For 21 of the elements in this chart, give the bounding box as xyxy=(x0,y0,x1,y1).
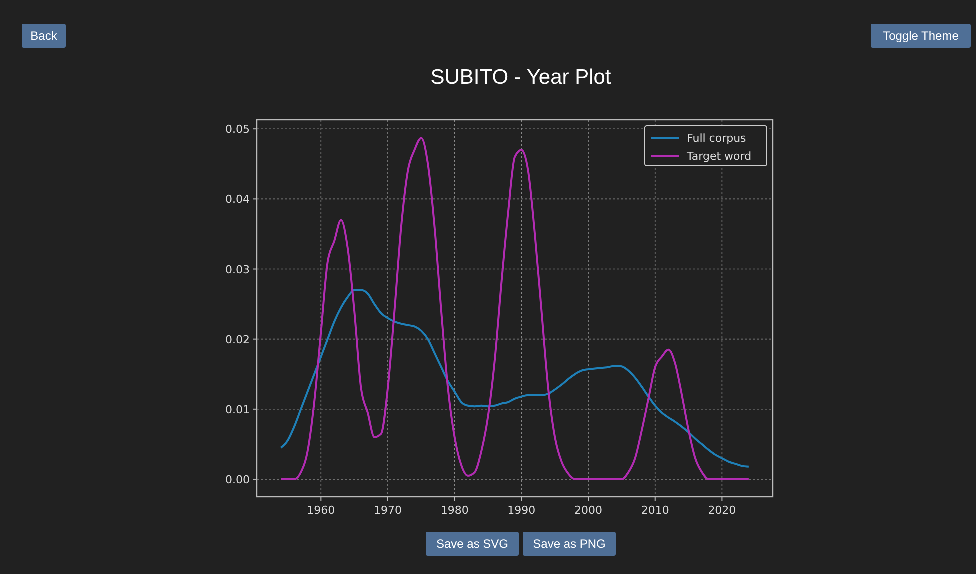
y-tick-label: 0.04 xyxy=(226,193,250,206)
x-tick-label: 1980 xyxy=(440,504,469,517)
y-tick-label: 0.02 xyxy=(226,333,250,346)
x-tick-label: 1990 xyxy=(508,504,536,517)
y-tick-label: 0.01 xyxy=(226,403,250,416)
legend-label: Target word xyxy=(686,150,752,163)
y-tick-label: 0.00 xyxy=(226,473,250,486)
y-tick-label: 0.03 xyxy=(226,263,250,276)
button: Save as PNG xyxy=(523,532,616,556)
x-tick-label: 2020 xyxy=(708,504,736,517)
button: Toggle Theme xyxy=(871,24,971,48)
chart-title: SUBITO - Year Plot xyxy=(430,66,612,89)
line-series xyxy=(280,289,750,468)
legend-label: Full corpus xyxy=(687,132,747,145)
button: Save as SVG xyxy=(426,532,519,556)
y-tick-label: 0.05 xyxy=(226,123,250,136)
x-tick-label: 1970 xyxy=(374,504,402,517)
x-tick-label: 2000 xyxy=(574,504,603,517)
button: Back xyxy=(22,24,66,48)
x-tick-label: 2010 xyxy=(641,504,670,517)
x-tick-label: 1960 xyxy=(307,504,336,517)
